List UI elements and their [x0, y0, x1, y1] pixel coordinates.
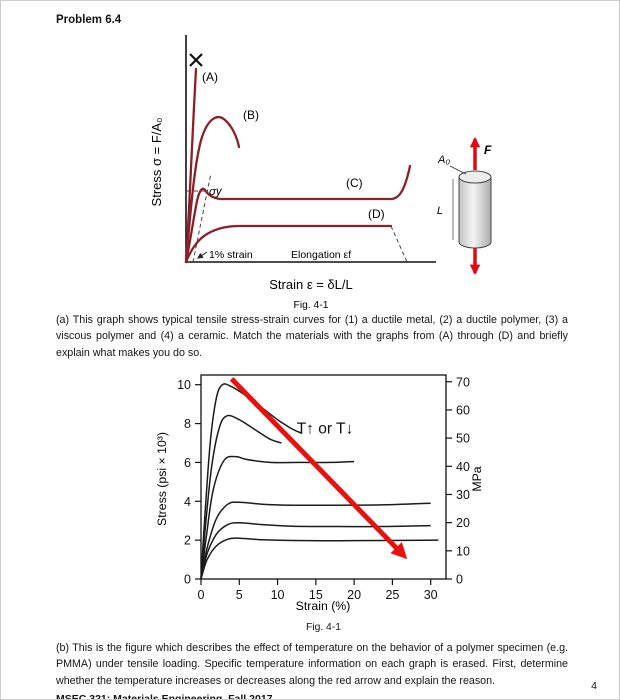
fig1-stress-strain-diagram: (A) (B) (C) (D) σy 1% strain Elongation … [149, 35, 492, 311]
fig1-label-curve-b: (B) [243, 108, 259, 122]
fig2-y-tick-right-label: 0 [456, 573, 463, 587]
fig2-y-axis-label-left: Stress (psi × 10³) [155, 432, 169, 526]
fig1-curve-c [184, 164, 412, 264]
fig1-curve-d [184, 224, 393, 264]
fig1-curve-b [184, 116, 241, 264]
fig2-y-tick-left-label: 2 [184, 534, 191, 548]
fig1-label-elongation: Elongation εf [291, 249, 351, 261]
fig2-y-tick-right-label: 60 [456, 403, 470, 417]
fig2-curve-T2 [200, 414, 282, 580]
fig2-y-tick-right-label: 70 [456, 375, 470, 389]
fig2-x-tick-label: 15 [309, 588, 323, 602]
fig2-x-tick-label: 5 [236, 588, 243, 602]
page-title: Problem 6.4 [56, 14, 122, 26]
fig2-curve-T6 [200, 537, 439, 580]
paragraph-b: (b) This is the figure which describes t… [56, 642, 568, 687]
fig2-temperature-arrow [229, 377, 408, 560]
fig1-label-sigma-y: σy [209, 186, 223, 198]
fig1-y-axis-label: Stress σ = F/A₀ [149, 118, 164, 207]
fig1-dashed-offset-line [192, 172, 212, 263]
fig2-y-tick-left-label: 4 [184, 495, 191, 509]
fig1-one-percent-leader-arrow [197, 251, 208, 259]
fig1-caption: Fig. 4-1 [294, 300, 329, 311]
fig2-y-tick-left-label: 6 [184, 456, 191, 470]
paragraph-a: (a) This graph shows typical tensile str… [56, 314, 568, 359]
fig2-caption: Fig. 4-1 [306, 622, 341, 633]
specimen-cylinder [458, 177, 492, 249]
fig2-temperature-chart: 0 5 10 15 20 25 30 0 2 4 6 8 10 0 10 20 30 40 50 60 70 T↑ or… [155, 374, 484, 613]
fig2-curve-T3 [200, 455, 355, 580]
fig2-curve-T1 [200, 383, 303, 580]
fracture-x-mark [189, 53, 203, 67]
fig2-y-tick-right-label: 30 [456, 488, 470, 502]
fig2-x-axis-label: Strain (%) [296, 599, 351, 613]
fig2-x-tick-label: 0 [198, 588, 205, 602]
specimen-sketch: L A₀ F [437, 136, 492, 276]
specimen-top-face [458, 170, 492, 184]
fig1-label-curve-c: (C) [346, 176, 363, 190]
footer-course-info: MSEC 321: Materials Engineering, Fall 20… [56, 693, 273, 700]
fig2-curve-T5 [200, 521, 431, 580]
fig2-y-tick-right-label: 40 [456, 460, 470, 474]
fig2-annotation: T↑ or T↓ [297, 420, 354, 437]
fig1-label-curve-d: (D) [368, 207, 385, 221]
fig2-plot-box [200, 374, 447, 580]
fig2-y-tick-right-label: 10 [456, 544, 470, 558]
fig2-x-tick-label: 20 [347, 588, 361, 602]
specimen-area-leader [449, 165, 467, 175]
fig2-ticks: 0 5 10 15 20 25 30 0 2 4 6 8 10 0 10 20 30 40 50 60 70 [177, 375, 470, 602]
fig1-label-curve-a: (A) [202, 70, 218, 84]
fig2-arrow [229, 377, 408, 560]
fig1-x-axis-label: Strain ε = δL/L [269, 277, 353, 292]
fig1-label-one-percent-strain: 1% strain [209, 249, 253, 261]
fig2-curves [200, 383, 439, 580]
fig2-y-tick-left-label: 8 [184, 417, 191, 431]
fig2-y-tick-left-label: 10 [177, 378, 191, 392]
page-number: 4 [591, 680, 597, 692]
fig2-temperature-annotation: T↑ or T↓ [297, 420, 354, 437]
specimen-area-label: A₀ [437, 154, 450, 166]
specimen-force-label: F [484, 143, 492, 157]
fig2-y-axis-label-right: MPa [470, 466, 484, 491]
fig2-y-tick-left-label: 0 [184, 573, 191, 587]
fig2-x-tick-label: 30 [424, 588, 438, 602]
specimen-length-label: L [437, 205, 443, 217]
fig2-x-tick-label: 25 [385, 588, 399, 602]
fig2-y-tick-right-label: 20 [456, 516, 470, 530]
fig2-x-tick-label: 10 [271, 588, 285, 602]
fig2-curve-T4 [200, 501, 431, 580]
fig1-dashed-elongation-line [390, 225, 408, 263]
fig2-y-tick-right-label: 50 [456, 432, 470, 446]
